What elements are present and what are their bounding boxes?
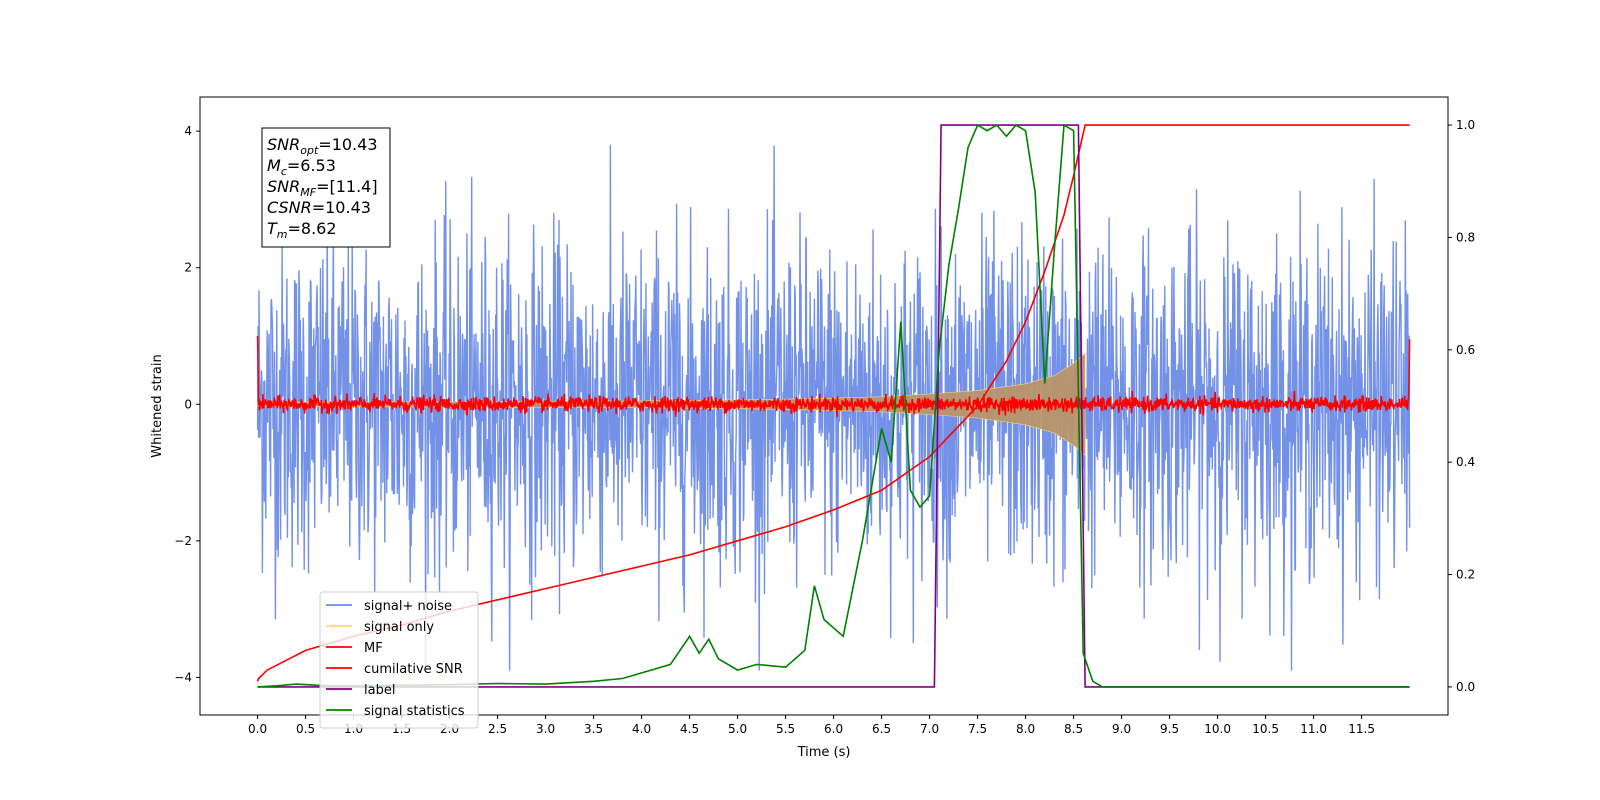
y-tick-label: −4 <box>174 670 192 684</box>
y-right-tick-label: 0.2 <box>1456 568 1475 582</box>
x-tick-label: 6.5 <box>872 722 891 736</box>
x-tick-label: 4.0 <box>632 722 651 736</box>
x-tick-label: 9.0 <box>1112 722 1131 736</box>
series-signal-noise-line <box>256 144 1411 671</box>
x-tick-label: 11.5 <box>1348 722 1375 736</box>
x-tick-label: 7.5 <box>968 722 987 736</box>
annotation-line: SNRMF=[11.4] <box>267 177 378 199</box>
y-right-tick-label: 0.0 <box>1456 680 1475 694</box>
y-axis-left-ticks: −4 −2 0 2 4 <box>174 124 200 684</box>
x-tick-label: 2.5 <box>488 722 507 736</box>
x-tick-label: 5.5 <box>776 722 795 736</box>
y-tick-label: −2 <box>174 534 192 548</box>
series-signal-statistics-line <box>257 123 1410 688</box>
annotation-frame <box>261 127 391 248</box>
y-right-tick-label: 0.4 <box>1456 455 1475 469</box>
x-tick-label: 6.0 <box>824 722 843 736</box>
legend-entry-label: MF <box>364 641 383 656</box>
legend-entry-label: cumilative SNR <box>364 662 463 677</box>
legend-frame <box>319 591 479 729</box>
legend: signal+ noise signal only MF cumilative SNR… <box>319 591 479 729</box>
y-right-tick-label: 0.8 <box>1456 230 1475 244</box>
y-tick-label: 2 <box>184 261 192 275</box>
x-tick-label: 3.0 <box>536 722 555 736</box>
stats-annotation-box: SNRopt=10.43Mc=6.53SNRMF=[11.4]CSNR=10.4… <box>261 127 391 248</box>
legend-entry-label: signal only <box>364 620 434 635</box>
legend-entry-label: signal+ noise <box>364 599 452 614</box>
x-tick-label: 11.0 <box>1300 722 1327 736</box>
y-axis-right-ticks: 0.0 0.2 0.4 0.6 0.8 1.0 <box>1448 118 1475 694</box>
x-tick-label: 10.5 <box>1252 722 1279 736</box>
x-tick-label: 5.0 <box>728 722 747 736</box>
annotation-line: Tm=8.62 <box>267 219 337 241</box>
y-right-tick-label: 1.0 <box>1456 118 1475 132</box>
legend-entry-label: signal statistics <box>364 704 465 719</box>
y-right-tick-label: 0.6 <box>1456 343 1475 357</box>
y-tick-label: 4 <box>184 124 192 138</box>
x-tick-label: 3.5 <box>584 722 603 736</box>
y-tick-label: 0 <box>184 397 192 411</box>
plot-frame <box>199 96 1449 716</box>
x-tick-label: 8.0 <box>1016 722 1035 736</box>
x-tick-label: 9.5 <box>1160 722 1179 736</box>
series-mf-line <box>256 335 1411 418</box>
x-axis-label: Time (s) <box>797 745 851 760</box>
x-tick-label: 10.0 <box>1204 722 1231 736</box>
annotation-line: Mc=6.53 <box>267 156 336 178</box>
x-tick-label: 4.5 <box>680 722 699 736</box>
annotation-line: CSNR=10.43 <box>267 198 371 217</box>
legend-entry-label: label <box>364 683 395 698</box>
x-tick-label: 0.0 <box>248 722 267 736</box>
x-tick-label: 0.5 <box>296 722 315 736</box>
x-tick-label: 7.0 <box>920 722 939 736</box>
x-tick-label: 8.5 <box>1064 722 1083 736</box>
annotation-line: SNRopt=10.43 <box>267 135 378 157</box>
y-axis-label: Whitened strain <box>150 354 165 457</box>
